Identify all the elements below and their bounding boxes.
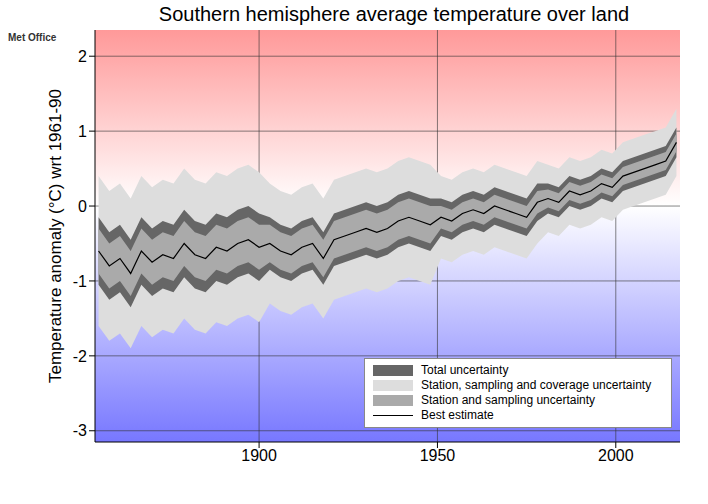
html-text:Temperature anomaly (°C) wrt 1: Temperature anomaly (°C) wrt 1961-90 (46, 89, 65, 383)
html-text:Best estimate: Best estimate (421, 408, 494, 422)
svg-text:-2: -2 (73, 348, 87, 365)
html-text:Station, sampling and coverage: Station, sampling and coverage uncertain… (421, 378, 652, 392)
svg-text:1: 1 (78, 123, 87, 140)
svg-text:-3: -3 (73, 422, 87, 439)
html-text:Southern hemisphere average te: Southern hemisphere average temperature … (158, 3, 630, 25)
svg-text:2: 2 (78, 48, 87, 65)
html-text:Total uncertainty: Total uncertainty (421, 363, 509, 377)
svg-text:0: 0 (78, 198, 87, 215)
svg-text:2000: 2000 (598, 447, 634, 464)
svg-text:-1: -1 (73, 273, 87, 290)
html-text:Station and sampling uncertain: Station and sampling uncertainty (421, 393, 596, 407)
html-text:Met Office: Met Office (8, 32, 57, 43)
svg-text:1950: 1950 (420, 447, 456, 464)
svg-text:1900: 1900 (241, 447, 277, 464)
